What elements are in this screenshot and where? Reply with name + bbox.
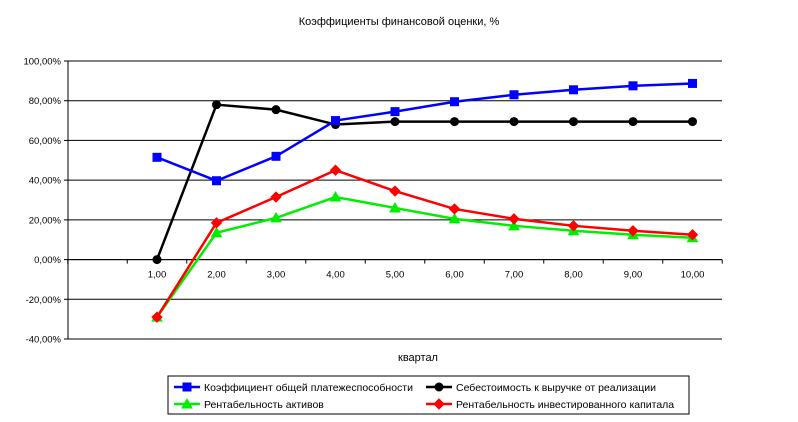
series-group: [151, 78, 699, 323]
x-tick-labels: 1,00 2,00 3,00 4,00 5,00 6,00 7,00 8,00 9,00 10,0…: [148, 270, 705, 281]
data-point: [389, 201, 401, 213]
series-1: [152, 78, 697, 186]
y-tick-label: 20,00%: [29, 215, 62, 226]
legend-marker: [182, 382, 192, 392]
grid: [68, 60, 722, 340]
x-axis-label: квартал: [398, 352, 438, 364]
data-point: [390, 107, 400, 117]
data-point: [151, 311, 163, 323]
chart-title: Коэффициенты финансовой оценки, %: [299, 16, 500, 28]
data-point: [271, 105, 281, 115]
series-2: [152, 100, 697, 265]
data-point: [448, 203, 461, 215]
data-point: [688, 117, 697, 127]
data-point: [509, 90, 519, 100]
data-point: [688, 78, 697, 88]
data-point: [331, 116, 340, 126]
x-tick-label: 1,00: [148, 270, 167, 281]
x-tick-label: 9,00: [624, 270, 643, 281]
data-point: [270, 211, 282, 223]
data-point: [450, 117, 459, 127]
x-tick-label: 7,00: [505, 270, 524, 281]
data-point: [329, 164, 342, 176]
x-tick-label: 6,00: [445, 270, 464, 281]
data-point: [210, 226, 223, 238]
data-point: [508, 219, 520, 231]
data-point: [508, 213, 520, 225]
y-tick-label: 0,00%: [34, 255, 61, 266]
data-point: [686, 229, 699, 241]
data-point: [152, 152, 162, 162]
y-tick-label: -40,00%: [26, 335, 62, 346]
legend-marker: [181, 397, 193, 409]
legend-marker: [433, 398, 445, 410]
series-line: [155, 168, 693, 318]
data-point: [210, 217, 223, 229]
series-line: [155, 103, 693, 261]
data-point: [567, 220, 580, 232]
series-line: [156, 82, 693, 183]
y-tick-label: 80,00%: [29, 96, 62, 107]
data-point: [271, 151, 281, 161]
legend-item: Рентабельность инвестированного капитала: [426, 398, 674, 411]
data-point: [329, 190, 342, 202]
data-point: [569, 85, 578, 95]
x-tick-label: 8,00: [564, 270, 583, 281]
data-point: [628, 117, 638, 127]
data-point: [270, 191, 282, 203]
data-point: [569, 117, 578, 127]
data-point: [212, 100, 221, 110]
data-point: [448, 212, 461, 224]
data-point: [212, 176, 221, 186]
legend-item: Коэффициент общей платежеспособности: [174, 382, 413, 394]
data-point: [390, 117, 400, 127]
legend-label: Себестоимость к выручке от реализации: [456, 382, 656, 394]
x-tick-label: 4,00: [326, 270, 345, 281]
y-tick-labels: -40,00% -20,00% 0,00% 20,00% 40,00% 60,00% 80,…: [23, 57, 61, 346]
legend-label: Рентабельность инвестированного капитала: [456, 399, 674, 411]
data-point: [389, 185, 401, 197]
legend-item: Рентабельность активов: [174, 397, 324, 411]
legend: Коэффициент общей платежеспособности Себе…: [167, 375, 690, 415]
data-point: [450, 97, 459, 107]
data-point: [628, 81, 638, 91]
data-point: [509, 117, 519, 127]
legend-item: Себестоимость к выручке от реализации: [426, 382, 656, 394]
legend-label: Коэффициент общей платежеспособности: [204, 382, 413, 394]
series-line: [155, 195, 693, 318]
series-3: [151, 190, 699, 322]
y-tick-label: 60,00%: [29, 136, 62, 147]
y-tick-label: 40,00%: [29, 176, 62, 187]
y-tick-label: -20,00%: [26, 295, 62, 306]
data-point: [627, 225, 639, 237]
x-tick-label: 5,00: [386, 270, 405, 281]
x-tick-label: 3,00: [267, 270, 286, 281]
legend-label: Рентабельность активов: [204, 399, 324, 411]
x-tick-label: 2,00: [207, 270, 226, 281]
axes: [64, 60, 723, 340]
series-4: [151, 164, 699, 323]
legend-box: [167, 375, 690, 415]
legend-marker: [434, 382, 444, 392]
x-tick-label: 10,00: [681, 270, 705, 281]
y-tick-label: 100,00%: [23, 57, 61, 68]
data-point: [152, 255, 162, 265]
